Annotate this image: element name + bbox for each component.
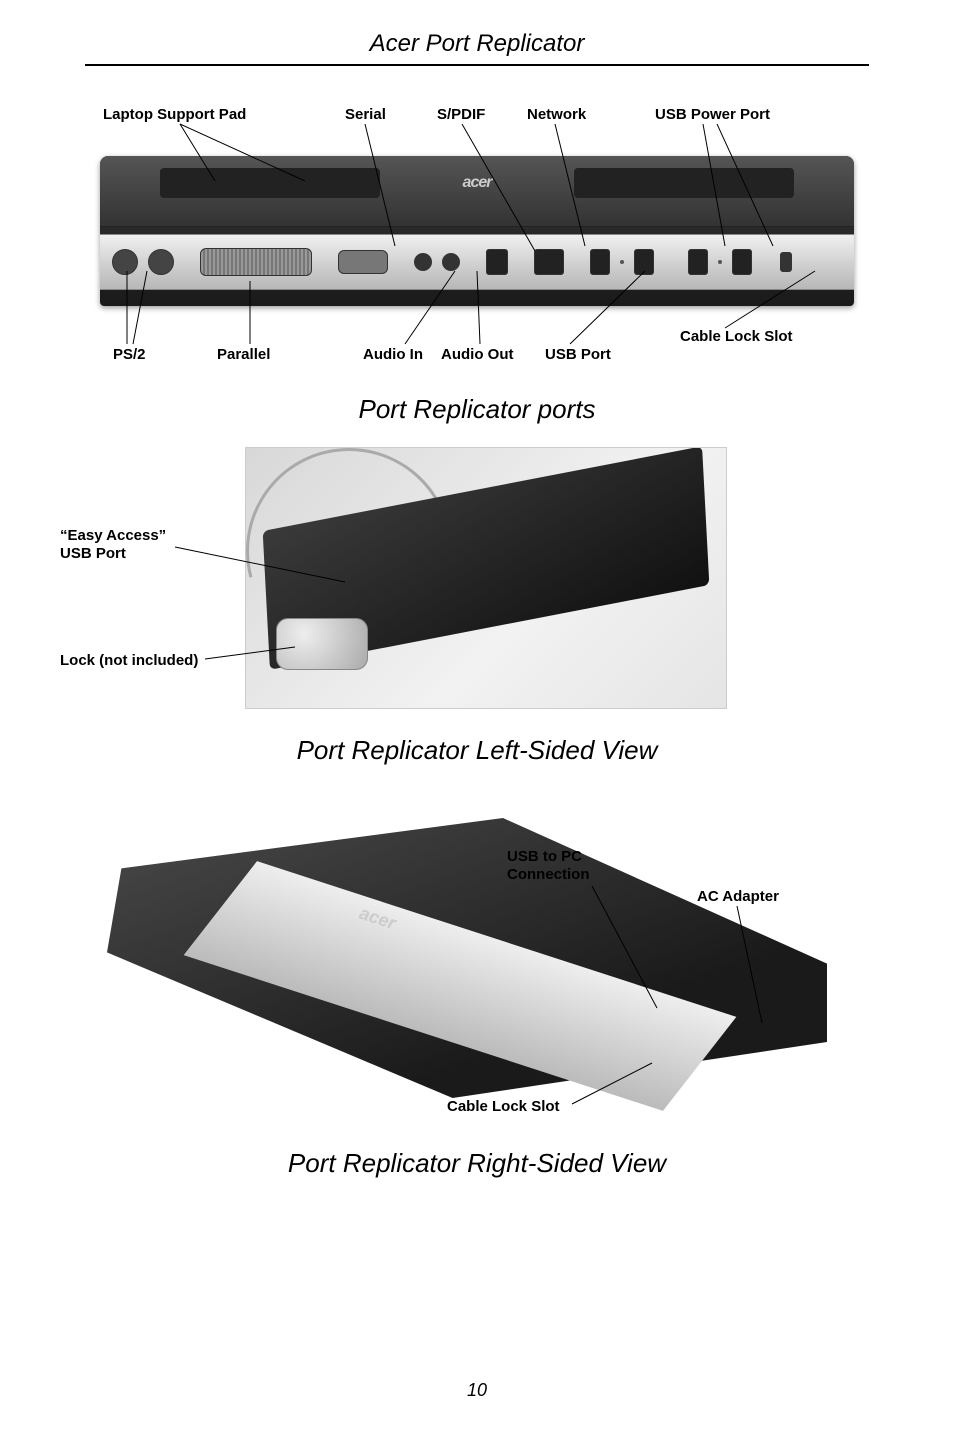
acer-logo: acer [463, 174, 492, 192]
label-usb-port: USB Port [545, 346, 611, 363]
label-parallel: Parallel [217, 346, 270, 363]
usb-port-1 [590, 249, 610, 275]
label-usb-power-port: USB Power Port [655, 106, 770, 123]
figure-right-view: acer USB to PC Connection AC Adapter Cab… [97, 788, 857, 1138]
label-cable-lock-slot: Cable Lock Slot [680, 328, 793, 345]
cable-lock-slot [780, 252, 792, 272]
label-ac-adapter: AC Adapter [697, 888, 779, 905]
label-ps2: PS/2 [113, 346, 146, 363]
label-serial: Serial [345, 106, 386, 123]
usb-power-port-1 [688, 249, 708, 275]
page-header: Acer Port Replicator [85, 30, 869, 66]
label-usb-to-pc-l1: USB to PC [507, 848, 582, 865]
dock-body: acer [100, 156, 854, 306]
caption-fig2: Port Replicator Left-Sided View [85, 735, 869, 766]
page-number: 10 [0, 1380, 954, 1401]
audio-in-port [414, 253, 432, 271]
label-laptop-support-pad: Laptop Support Pad [103, 106, 246, 123]
usb-port-2 [634, 249, 654, 275]
label-cable-lock-slot-fig3: Cable Lock Slot [447, 1098, 560, 1115]
port-strip [100, 234, 854, 290]
spdif-port [486, 249, 508, 275]
serial-port [338, 250, 388, 274]
usb-power-port-2 [732, 249, 752, 275]
label-network: Network [527, 106, 586, 123]
ps2-port-1 [112, 249, 138, 275]
parallel-port [200, 248, 312, 276]
caption-fig3: Port Replicator Right-Sided View [85, 1148, 869, 1179]
label-spdif: S/PDIF [437, 106, 485, 123]
network-port [534, 249, 564, 275]
figure-left-view: “Easy Access” USB Port Lock (not include… [75, 447, 775, 717]
caption-fig1: Port Replicator ports [85, 394, 869, 425]
photo-left-view [245, 447, 727, 709]
label-easy-access-usb-l2: USB Port [60, 545, 126, 562]
ps2-port-2 [148, 249, 174, 275]
label-usb-to-pc-l2: Connection [507, 866, 590, 883]
label-audio-out: Audio Out [441, 346, 513, 363]
dock-top-surface: acer [100, 156, 854, 227]
label-lock: Lock (not included) [60, 652, 198, 669]
figure-rear-ports: Laptop Support Pad Serial S/PDIF Network… [85, 96, 869, 386]
combination-lock [276, 618, 368, 670]
label-easy-access-usb-l1: “Easy Access” [60, 527, 166, 544]
dock-right-view: acer [107, 818, 827, 1098]
audio-out-port [442, 253, 460, 271]
label-audio-in: Audio In [363, 346, 423, 363]
